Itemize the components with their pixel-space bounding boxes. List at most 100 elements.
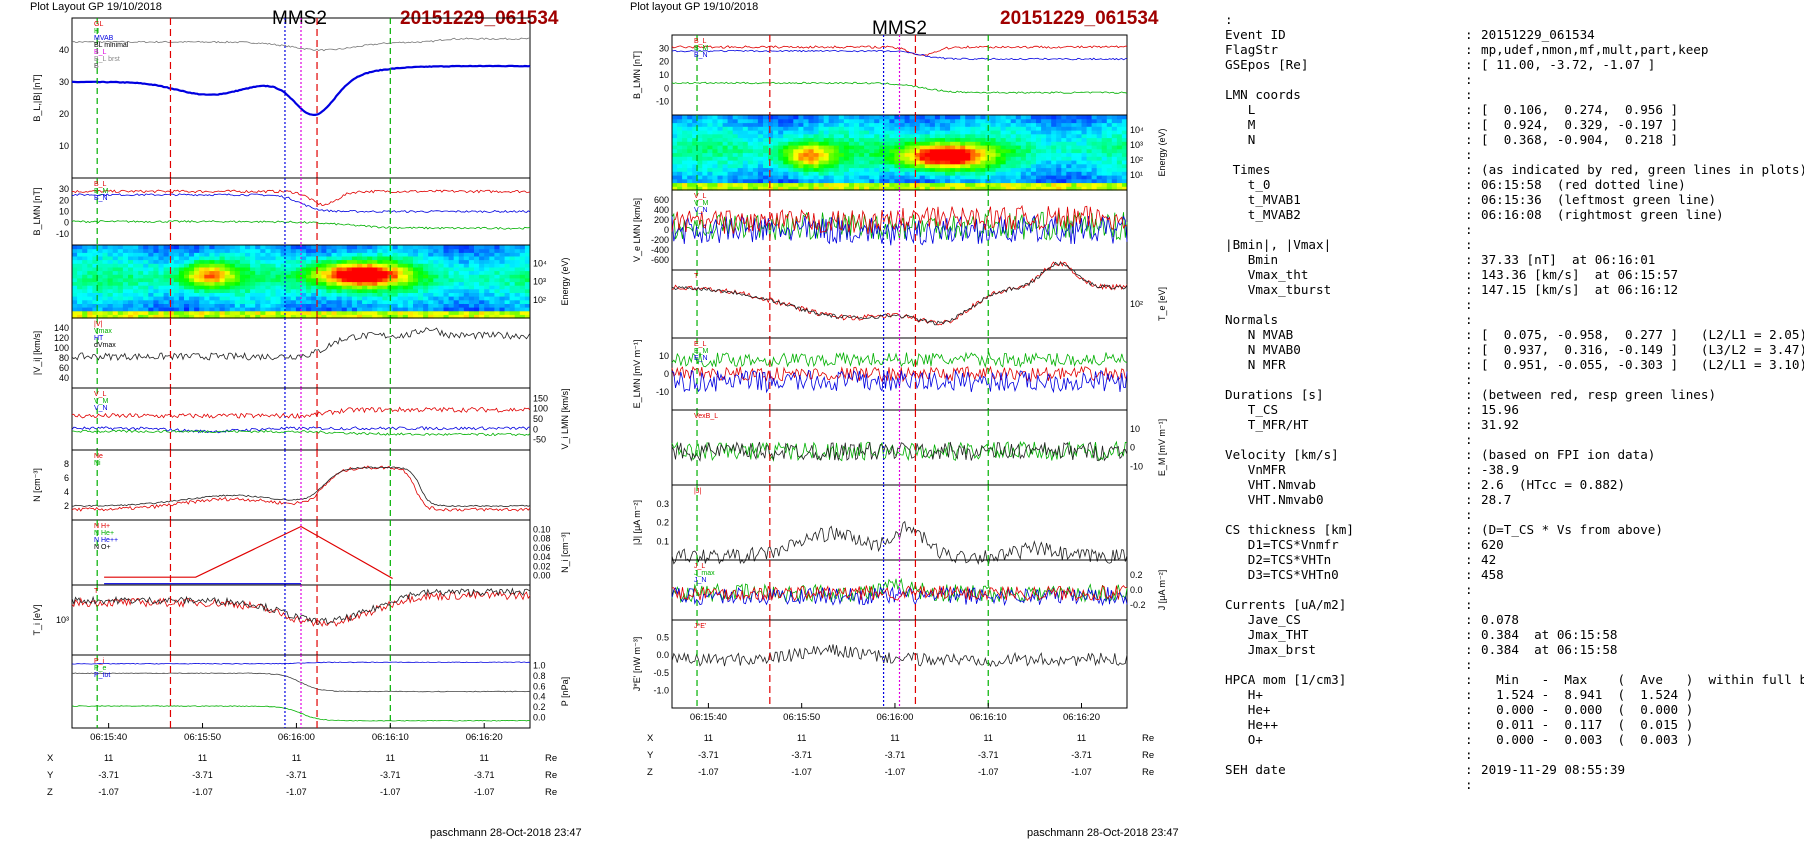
spectrogram-cell [1121, 115, 1128, 120]
spectrogram-cell [773, 126, 779, 131]
spectrogram-cell [1116, 175, 1123, 180]
spectrogram-cell [1101, 137, 1108, 142]
spectrogram-cell [514, 274, 521, 279]
spectrogram-cell [813, 152, 820, 157]
spectrogram-cell [199, 314, 205, 319]
spectrogram-cell [1121, 182, 1128, 187]
spectrogram-cell [864, 141, 870, 146]
spectrogram-cell [854, 122, 860, 127]
spectrogram-cell [798, 137, 804, 142]
spectrogram-cell [214, 288, 221, 293]
spectrogram-cell [798, 133, 804, 139]
spectrogram-cell [290, 281, 297, 286]
spectrogram-cell [965, 171, 971, 176]
spectrogram-cell [1025, 130, 1032, 135]
info-value: 42 [1481, 552, 1497, 567]
spectrogram-cell [1051, 175, 1057, 180]
spectrogram-cell [260, 288, 266, 293]
spectrogram-cell [301, 296, 307, 301]
y-axis-label: P [nPa] [560, 677, 570, 706]
spectrogram-cell [428, 299, 434, 304]
spectrogram-cell [377, 281, 383, 286]
spectrogram-cell [823, 163, 830, 169]
spectrogram-cell [929, 186, 936, 191]
spectrogram-cell [189, 270, 195, 275]
info-row: Durations [s]: (between red, resp green l… [1225, 387, 1804, 402]
spectrogram-cell [859, 163, 865, 169]
spectrogram-cell [245, 288, 251, 293]
info-colon: : [1465, 27, 1473, 42]
info-key: He++ [1225, 717, 1279, 732]
info-row: VnMFR: -38.9 [1225, 462, 1804, 477]
spectrogram-cell [484, 303, 490, 308]
spectrogram-cell [499, 296, 506, 301]
spectrogram-cell [737, 122, 744, 127]
spectrogram-cell [990, 145, 997, 150]
spectrogram-cell [255, 288, 261, 293]
info-value: (as indicated by red, green lines in plo… [1481, 162, 1804, 177]
spectrogram-cell [1020, 182, 1027, 187]
spectrogram-cell [418, 248, 424, 253]
spectrogram-cell [423, 245, 429, 250]
spectrogram-cell [382, 245, 388, 250]
spectrogram-cell [682, 175, 688, 180]
spectrogram-cell [1041, 163, 1047, 169]
spectrogram-cell [72, 288, 78, 293]
spectrogram-cell [433, 296, 439, 301]
spectrogram-cell [874, 167, 880, 172]
spectrogram-cell [509, 296, 516, 301]
spectrogram-cell [859, 160, 865, 165]
spectrogram-cell [357, 310, 363, 315]
spectrogram-cell [209, 281, 215, 286]
spectrogram-cell [448, 266, 455, 272]
info-key: N MVAB0 [1225, 342, 1301, 357]
spectrogram-cell [433, 270, 439, 275]
spectrogram-cell [808, 145, 815, 150]
spectrogram-cell [163, 277, 170, 283]
spectrogram-cell [773, 178, 779, 184]
spectrogram-cell [397, 310, 404, 315]
spectrogram-cell [448, 277, 455, 283]
spectrogram-cell [428, 245, 434, 250]
spectrogram-cell [189, 296, 195, 301]
spectrogram-cell [894, 171, 900, 176]
spectrogram-cell [783, 148, 789, 154]
spectrogram-cell [732, 148, 739, 154]
spectrogram-cell [509, 288, 516, 293]
coord-value: 11 [292, 753, 301, 763]
spectrogram-cell [468, 292, 475, 297]
spectrogram-cell [321, 245, 327, 250]
spectrogram-cell [122, 252, 129, 257]
spectrogram-cell [1061, 171, 1067, 176]
spectrogram-cell [692, 118, 698, 124]
spectrogram-cell [757, 122, 764, 127]
spectrogram-cell [1066, 178, 1072, 184]
spectrogram-cell [382, 281, 388, 286]
spectrogram-cell [229, 274, 236, 279]
spectrogram-cell [788, 175, 794, 180]
spectrogram-cell [1061, 182, 1067, 187]
spectrogram-cell [823, 137, 830, 142]
spectrogram-cell [1106, 178, 1113, 184]
tick-label: 20 [659, 57, 669, 67]
spectrogram-cell [1076, 171, 1082, 176]
spectrogram-cell [803, 118, 809, 124]
spectrogram-cell [1096, 137, 1103, 142]
spectrogram-cell [204, 259, 210, 264]
spectrogram-cell [1076, 156, 1082, 161]
spectrogram-cell [397, 281, 404, 286]
spectrogram-cell [1030, 156, 1037, 161]
spectrogram-cell [184, 277, 190, 283]
spectrogram-cell [316, 314, 322, 319]
spectrogram-cell [250, 252, 256, 257]
spectrogram-cell [138, 255, 144, 261]
spectrogram-cell [1056, 141, 1062, 146]
spectrogram-cell [189, 281, 195, 286]
spectrogram-cell [945, 126, 951, 131]
info-colon: : [1465, 402, 1473, 417]
spectrogram-cell [813, 115, 820, 120]
spectrogram-cell [854, 152, 860, 157]
spectrogram-cell [934, 182, 941, 187]
spectrogram-cell [336, 274, 343, 279]
spectrogram-cell [752, 186, 759, 191]
